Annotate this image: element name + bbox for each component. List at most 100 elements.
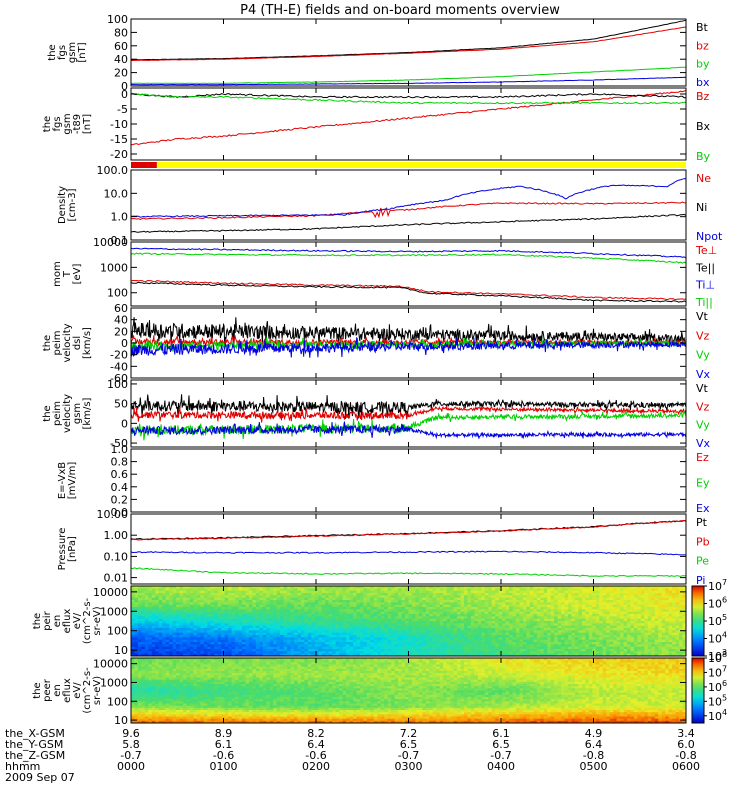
spectrogram-cell <box>228 653 233 656</box>
plot-title: P4 (TH-E) fields and on-board moments ov… <box>240 3 560 18</box>
spectrogram-cell <box>460 635 465 638</box>
spectrogram-cell <box>148 653 153 656</box>
spectrogram-cell <box>422 604 427 608</box>
spectrogram-cell <box>290 616 295 620</box>
spectrogram-cell <box>429 593 434 596</box>
spectrogram-cell <box>609 621 614 624</box>
spectrogram-cell <box>359 646 365 650</box>
spectrogram-cell <box>318 637 323 641</box>
spectrogram-cell <box>630 639 635 643</box>
spectrogram-cell <box>280 602 285 606</box>
spectrogram-cell <box>394 611 399 615</box>
spectrogram-cell <box>363 593 368 596</box>
spectrogram-cell <box>509 609 514 613</box>
spectrogram-cell <box>581 609 587 613</box>
spectrogram-cell <box>266 586 271 589</box>
spectrogram-cell <box>186 642 191 645</box>
spectrogram-cell <box>377 602 382 606</box>
spectrogram-cell <box>630 602 635 606</box>
spectrogram-cell <box>300 611 306 615</box>
spectrogram-cell <box>512 604 517 608</box>
spectrogram-cell <box>294 632 299 636</box>
spectrogram-cell <box>183 595 188 599</box>
spectrogram-cell <box>342 630 347 634</box>
spectrogram-cell <box>543 623 548 627</box>
spectrogram-cell <box>290 621 295 624</box>
spectrogram-cell <box>242 625 247 629</box>
spectrogram-cell <box>453 614 458 617</box>
spectrogram-cell <box>467 614 472 617</box>
spectrogram-cell <box>398 602 403 606</box>
spectrogram-cell <box>224 611 229 615</box>
spectrogram-cell <box>633 621 639 624</box>
spectrogram-cell <box>581 623 587 627</box>
spectrogram-cell <box>137 637 143 641</box>
spectrogram-cell <box>495 623 500 627</box>
spectrogram-cell <box>141 623 146 627</box>
spectrogram-cell <box>248 639 254 643</box>
spectrogram-cell <box>339 607 344 610</box>
spectrogram-cell <box>571 646 576 650</box>
spectrogram-cell <box>425 616 430 620</box>
spectrogram-cell <box>294 621 299 624</box>
spectrogram-cell <box>328 642 333 645</box>
spectrogram-cell <box>259 597 264 601</box>
spectrogram-cell <box>509 649 514 652</box>
spectrogram-cell <box>467 623 472 627</box>
spectrogram-cell <box>318 628 323 631</box>
spectrogram-cell <box>134 593 139 596</box>
spectrogram-cell <box>623 593 628 596</box>
spectrogram-cell <box>131 618 136 622</box>
spectrogram-cell <box>252 609 257 613</box>
spectrogram-cell <box>224 642 229 645</box>
spectrogram-cell <box>297 651 302 655</box>
spectrogram-cell <box>207 595 212 599</box>
spectrogram-cell <box>474 607 479 610</box>
spectrogram-cell <box>141 628 146 631</box>
spectrogram-cell <box>446 597 451 601</box>
spectrogram-cell <box>183 604 188 608</box>
spectrogram-cell <box>387 653 392 656</box>
spectrogram-cell <box>314 586 319 589</box>
spectrogram-cell <box>488 586 493 589</box>
series-line-Vx <box>131 337 686 358</box>
spectrogram-cell <box>189 639 195 643</box>
spectrogram-cell <box>245 597 250 601</box>
spectrogram-cell <box>502 625 507 629</box>
spectrogram-cell <box>578 653 583 656</box>
spectrogram-cell <box>231 649 236 652</box>
spectrogram-cell <box>453 644 458 648</box>
spectrogram-cell <box>609 639 614 643</box>
spectrogram-cell <box>425 590 430 594</box>
spectrogram-cell <box>262 597 267 601</box>
spectrogram-cell <box>287 621 292 624</box>
spectrogram-cell <box>429 646 434 650</box>
spectrogram-cell <box>606 602 611 606</box>
spectrogram-cell <box>450 642 455 645</box>
spectrogram-cell <box>602 628 607 631</box>
spectrogram-cell <box>516 618 521 622</box>
spectrogram-cell <box>307 586 312 589</box>
spectrogram-cell <box>498 637 503 641</box>
spectrogram-cell <box>488 595 493 599</box>
spectrogram-cell <box>307 590 312 594</box>
spectrogram-cell <box>446 635 451 638</box>
spectrogram-cell <box>415 649 420 652</box>
spectrogram-cell <box>349 609 354 613</box>
spectrogram-cell <box>575 609 580 613</box>
spectrogram-cell <box>228 644 233 648</box>
spectrogram-cell <box>359 597 365 601</box>
spectrogram-cell <box>144 616 149 620</box>
spectrogram-cell <box>616 649 621 652</box>
spectrogram-cell <box>238 632 243 636</box>
spectrogram-cell <box>231 628 236 631</box>
spectrogram-cell <box>613 611 618 615</box>
spectrogram-cell <box>505 630 510 634</box>
spectrogram-cell <box>665 625 670 629</box>
spectrogram-cell <box>245 600 250 603</box>
spectrogram-cell <box>554 602 559 606</box>
spectrogram-cell <box>141 588 146 592</box>
spectrogram-cell <box>606 649 611 652</box>
spectrogram-cell <box>214 635 219 638</box>
